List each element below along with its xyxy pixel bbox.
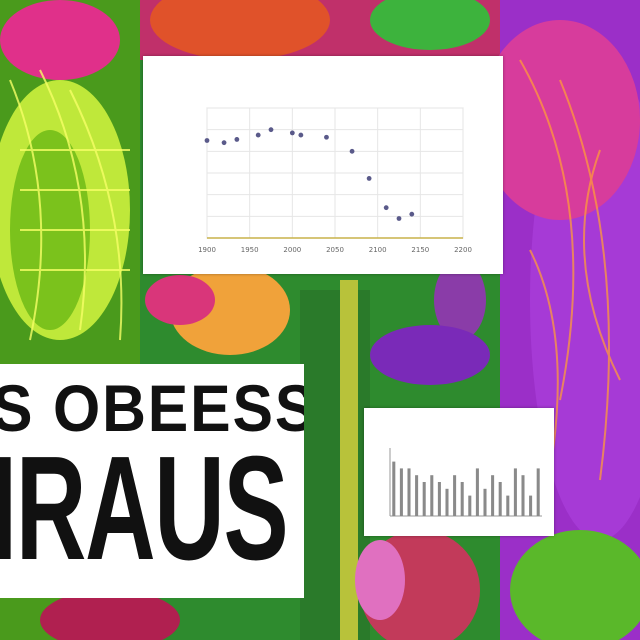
bar: [491, 475, 495, 516]
bar: [498, 482, 502, 516]
bar: [513, 468, 517, 516]
bar: [529, 495, 533, 516]
x-tick-label: 2100: [369, 246, 387, 254]
bar: [521, 475, 525, 516]
data-point: [383, 205, 389, 211]
poster-title: IRAUS: [0, 426, 289, 591]
data-point: [409, 211, 415, 217]
x-tick-label: 1950: [241, 246, 259, 254]
data-point: [396, 216, 402, 221]
bar: [453, 475, 457, 516]
bar-chart-panel: [364, 408, 554, 536]
bar: [392, 461, 396, 516]
scatter-chart: 1900 1950 2000 2050 2100 2150 2200: [198, 107, 472, 254]
bar: [399, 468, 403, 516]
x-tick-label: 2200: [454, 246, 472, 254]
bar: [483, 488, 487, 516]
data-point: [221, 140, 227, 146]
scatter-chart-panel: 1900 1950 2000 2050 2100 2150 2200: [143, 56, 503, 274]
data-point: [366, 176, 372, 181]
bar: [468, 495, 472, 516]
x-tick-label: 2050: [326, 246, 344, 254]
data-point: [289, 130, 295, 136]
x-tick-label: 1900: [198, 246, 216, 254]
x-tick-label: 2000: [283, 246, 301, 254]
data-point: [234, 137, 240, 142]
data-point: [255, 132, 261, 138]
bar: [430, 475, 434, 516]
bar-chart: [389, 448, 542, 517]
data-point: [324, 134, 329, 140]
data-point: [298, 132, 304, 138]
bar: [415, 475, 419, 516]
data-point: [204, 138, 210, 143]
bar: [437, 482, 441, 516]
poster-sign: S OBEESS IRAUS: [0, 364, 304, 598]
bar: [506, 495, 510, 516]
bar: [460, 482, 464, 516]
bar: [536, 468, 540, 516]
data-point: [349, 148, 355, 154]
bar: [422, 482, 426, 516]
poster-headline: S OBEESS: [0, 371, 304, 445]
bar: [445, 488, 449, 516]
x-tick-label: 2150: [411, 246, 429, 254]
bar: [407, 468, 411, 516]
data-point: [268, 127, 274, 133]
bar: [475, 468, 479, 516]
